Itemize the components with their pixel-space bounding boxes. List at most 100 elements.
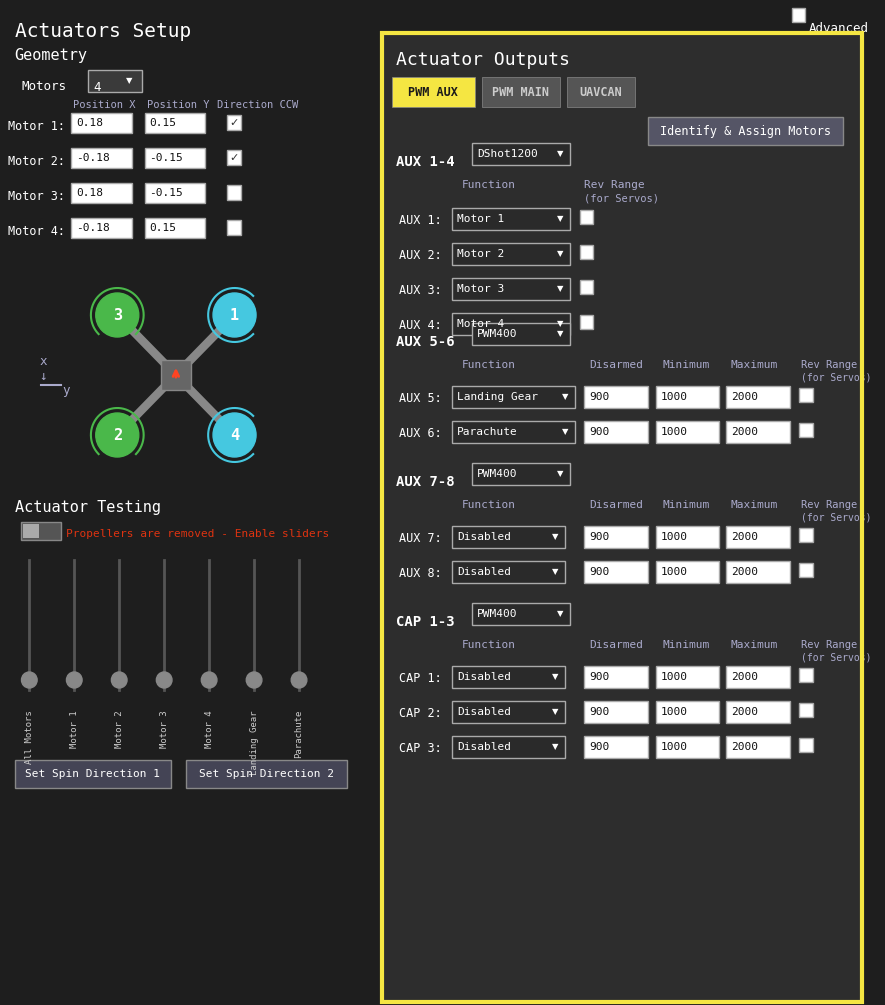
Bar [452, 278, 570, 300]
Text: 1000: 1000 [660, 742, 688, 752]
Bar [452, 666, 565, 688]
Text: Actuator Outputs: Actuator Outputs [396, 51, 570, 69]
Text: ↓: ↓ [39, 370, 47, 383]
Text: x: x [39, 355, 47, 368]
Text: Advanced: Advanced [809, 22, 869, 35]
Bar [799, 563, 813, 577]
Text: 900: 900 [589, 707, 610, 717]
Bar [72, 183, 132, 203]
Text: Rev Range: Rev Range [584, 180, 645, 190]
Bar [726, 701, 789, 723]
Bar [726, 666, 789, 688]
Bar [799, 738, 813, 752]
Text: Motor 3:: Motor 3: [8, 190, 65, 203]
Text: Minimum: Minimum [663, 500, 710, 510]
Text: ▼: ▼ [557, 150, 563, 159]
Text: 900: 900 [589, 427, 610, 437]
Text: Landing Gear: Landing Gear [458, 392, 538, 402]
Text: Disabled: Disabled [458, 742, 512, 752]
Text: Parachute: Parachute [458, 427, 518, 437]
Bar [726, 561, 789, 583]
Text: All Motors: All Motors [25, 710, 34, 764]
Text: ✓: ✓ [229, 153, 239, 163]
Bar [144, 183, 205, 203]
Text: Motor 3: Motor 3 [458, 284, 504, 294]
Text: Position X: Position X [73, 100, 135, 110]
Text: 900: 900 [589, 392, 610, 402]
Bar [472, 143, 570, 165]
Bar [72, 218, 132, 238]
Text: ▼: ▼ [552, 743, 558, 752]
Text: Minimum: Minimum [663, 640, 710, 650]
Text: Disarmed: Disarmed [589, 360, 643, 370]
Text: -0.15: -0.15 [150, 153, 183, 163]
Bar [584, 386, 648, 408]
Bar [584, 561, 648, 583]
Bar [227, 150, 242, 165]
Text: AUX 5:: AUX 5: [399, 392, 442, 405]
Text: (for Servos): (for Servos) [584, 193, 659, 203]
Text: Rev Range: Rev Range [801, 640, 858, 650]
Text: Set Spin Direction 2: Set Spin Direction 2 [199, 769, 334, 779]
Text: Set Spin Direction 1: Set Spin Direction 1 [26, 769, 160, 779]
Text: 1000: 1000 [660, 567, 688, 577]
Text: ▼: ▼ [562, 393, 568, 402]
Text: 0.18: 0.18 [76, 118, 104, 128]
Bar [726, 386, 789, 408]
Bar [452, 421, 574, 443]
Bar [648, 117, 843, 145]
Text: 0.15: 0.15 [150, 118, 176, 128]
Text: CAP 2:: CAP 2: [399, 707, 442, 720]
Text: Propellers are removed - Enable sliders: Propellers are removed - Enable sliders [66, 529, 330, 539]
Text: ▼: ▼ [126, 76, 132, 85]
Text: Disarmed: Disarmed [589, 640, 643, 650]
Bar [472, 463, 570, 485]
Bar [161, 360, 190, 390]
Text: ▼: ▼ [552, 568, 558, 577]
Bar [726, 421, 789, 443]
Bar [472, 323, 570, 345]
Text: ▼: ▼ [557, 469, 563, 478]
Bar [580, 315, 593, 329]
Text: PWM MAIN: PWM MAIN [492, 85, 550, 98]
Text: Identify & Assign Motors: Identify & Assign Motors [660, 125, 831, 138]
Text: 1000: 1000 [660, 392, 688, 402]
Circle shape [291, 672, 307, 688]
Text: ▼: ▼ [552, 708, 558, 717]
Bar [452, 313, 570, 335]
Bar [656, 701, 720, 723]
Text: Disabled: Disabled [458, 672, 512, 682]
Text: DShot1200: DShot1200 [477, 149, 538, 159]
Text: Actuator Testing: Actuator Testing [15, 500, 161, 515]
Text: CAP 3:: CAP 3: [399, 742, 442, 755]
Bar [656, 526, 720, 548]
Text: Rev Range: Rev Range [801, 360, 858, 370]
Circle shape [157, 672, 172, 688]
Bar [656, 736, 720, 758]
Text: CAP 1-3: CAP 1-3 [396, 615, 454, 629]
Text: ▼: ▼ [557, 320, 563, 329]
Bar [144, 113, 205, 133]
Text: Motor 1: Motor 1 [458, 214, 504, 224]
Text: PWM400: PWM400 [477, 469, 518, 479]
Bar [186, 760, 347, 788]
Text: UAVCAN: UAVCAN [580, 85, 622, 98]
Bar [21, 522, 60, 540]
Bar [452, 386, 574, 408]
Text: Function: Function [462, 500, 516, 510]
Text: 1000: 1000 [660, 707, 688, 717]
Text: Disarmed: Disarmed [589, 500, 643, 510]
Text: Parachute: Parachute [295, 710, 304, 759]
Bar [88, 70, 142, 92]
Text: 900: 900 [589, 532, 610, 542]
Bar [452, 526, 565, 548]
Bar [791, 8, 805, 22]
Text: 1000: 1000 [660, 672, 688, 682]
Text: ▼: ▼ [557, 609, 563, 618]
Bar [382, 33, 862, 1002]
Text: Maximum: Maximum [731, 360, 778, 370]
Bar [584, 701, 648, 723]
Text: (for Servos): (for Servos) [801, 372, 872, 382]
Bar [726, 526, 789, 548]
Bar [72, 148, 132, 168]
